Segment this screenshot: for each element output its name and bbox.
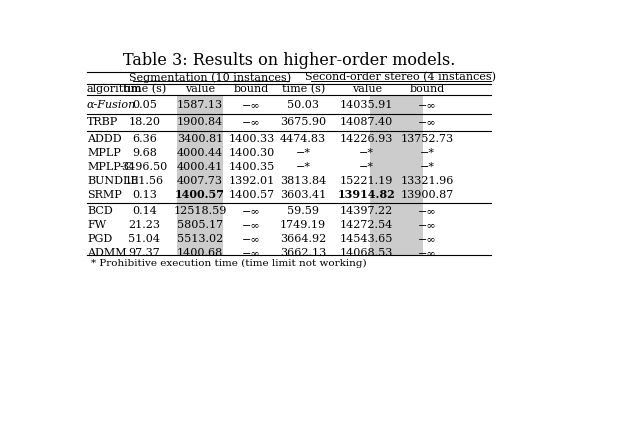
Text: 1400.33: 1400.33 [228,134,275,144]
Text: 4000.44: 4000.44 [177,148,223,158]
Text: 14272.54: 14272.54 [340,220,394,230]
Text: MPLP: MPLP [87,148,121,158]
Text: time (s): time (s) [123,84,166,94]
Text: 1400.57: 1400.57 [228,189,275,200]
Text: 1900.84: 1900.84 [177,117,223,127]
Text: 1400.30: 1400.30 [228,148,275,158]
Text: −∞: −∞ [242,206,260,216]
Text: 0.14: 0.14 [132,206,157,216]
Text: 14226.93: 14226.93 [340,134,394,144]
Text: 59.59: 59.59 [287,206,319,216]
Text: −∞: −∞ [418,234,436,244]
Text: 4000.41: 4000.41 [177,162,223,172]
Text: Table 3: Results on higher-order models.: Table 3: Results on higher-order models. [123,52,456,69]
Text: 14397.22: 14397.22 [340,206,394,216]
Text: MPLP-C: MPLP-C [87,162,132,172]
Text: −∞: −∞ [418,206,436,216]
Text: * Prohibitive execution time (time limit not working): * Prohibitive execution time (time limit… [91,258,367,268]
Text: 3603.41: 3603.41 [280,189,326,200]
Bar [370,95,422,255]
Text: 4007.73: 4007.73 [177,176,223,186]
Text: 50.03: 50.03 [287,100,319,110]
Text: 1400.35: 1400.35 [228,162,275,172]
Text: 3662.13: 3662.13 [280,248,326,258]
Text: 13321.96: 13321.96 [401,176,454,186]
Text: −*: −* [359,148,374,158]
Text: −∞: −∞ [242,234,260,244]
Text: −*: −* [296,148,310,158]
Text: 3813.84: 3813.84 [280,176,326,186]
Text: 13752.73: 13752.73 [401,134,454,144]
Text: 14068.53: 14068.53 [340,248,394,258]
Text: 97.37: 97.37 [129,248,160,258]
Text: 13900.87: 13900.87 [401,189,454,200]
Text: bound: bound [234,84,269,94]
Text: −∞: −∞ [418,220,436,230]
Text: −∞: −∞ [418,100,436,110]
Text: 15221.19: 15221.19 [340,176,394,186]
Text: α-Fusion: α-Fusion [87,100,136,110]
Text: 3400.81: 3400.81 [177,134,223,144]
Text: −*: −* [420,148,435,158]
Text: 5513.02: 5513.02 [177,234,223,244]
Text: PGD: PGD [87,234,112,244]
Text: −*: −* [296,162,310,172]
Text: 18.20: 18.20 [129,117,161,127]
Text: SRMP: SRMP [87,189,122,200]
Text: algorithm: algorithm [87,84,142,94]
Text: −*: −* [359,162,374,172]
Text: 14087.40: 14087.40 [340,117,394,127]
Text: 13914.82: 13914.82 [338,189,396,200]
Text: value: value [185,84,215,94]
Text: Second-order stereo (4 instances): Second-order stereo (4 instances) [305,72,497,83]
Text: 1392.01: 1392.01 [228,176,275,186]
Text: −*: −* [420,162,435,172]
Text: FW: FW [87,220,106,230]
Text: −∞: −∞ [242,220,260,230]
Text: BUNDLE: BUNDLE [87,176,138,186]
Text: −∞: −∞ [242,117,260,127]
Text: time (s): time (s) [282,84,325,94]
Text: BCD: BCD [87,206,113,216]
Text: 0.13: 0.13 [132,189,157,200]
Text: −∞: −∞ [242,248,260,258]
Text: 0.05: 0.05 [132,100,157,110]
Text: 9.68: 9.68 [132,148,157,158]
Text: 6.36: 6.36 [132,134,157,144]
Text: 4474.83: 4474.83 [280,134,326,144]
Text: 51.04: 51.04 [129,234,161,244]
Text: TRBP: TRBP [87,117,118,127]
Text: 1400.68: 1400.68 [177,248,223,258]
Text: 3675.90: 3675.90 [280,117,326,127]
Text: Segmentation (10 instances): Segmentation (10 instances) [129,72,291,83]
Text: 1587.13: 1587.13 [177,100,223,110]
Text: ADMM: ADMM [87,248,127,258]
Text: 3664.92: 3664.92 [280,234,326,244]
Text: −∞: −∞ [242,100,260,110]
Text: ADDD: ADDD [87,134,122,144]
Text: 14543.65: 14543.65 [340,234,394,244]
Text: −∞: −∞ [418,248,436,258]
Text: 1749.19: 1749.19 [280,220,326,230]
Text: 5805.17: 5805.17 [177,220,223,230]
Text: 1400.57: 1400.57 [175,189,225,200]
Text: value: value [352,84,382,94]
Text: bound: bound [410,84,445,94]
Text: −∞: −∞ [418,117,436,127]
Text: 3496.50: 3496.50 [121,162,168,172]
Text: 14035.91: 14035.91 [340,100,394,110]
Text: 21.23: 21.23 [129,220,161,230]
Bar [177,95,223,255]
Text: 101.56: 101.56 [125,176,164,186]
Text: 12518.59: 12518.59 [173,206,227,216]
